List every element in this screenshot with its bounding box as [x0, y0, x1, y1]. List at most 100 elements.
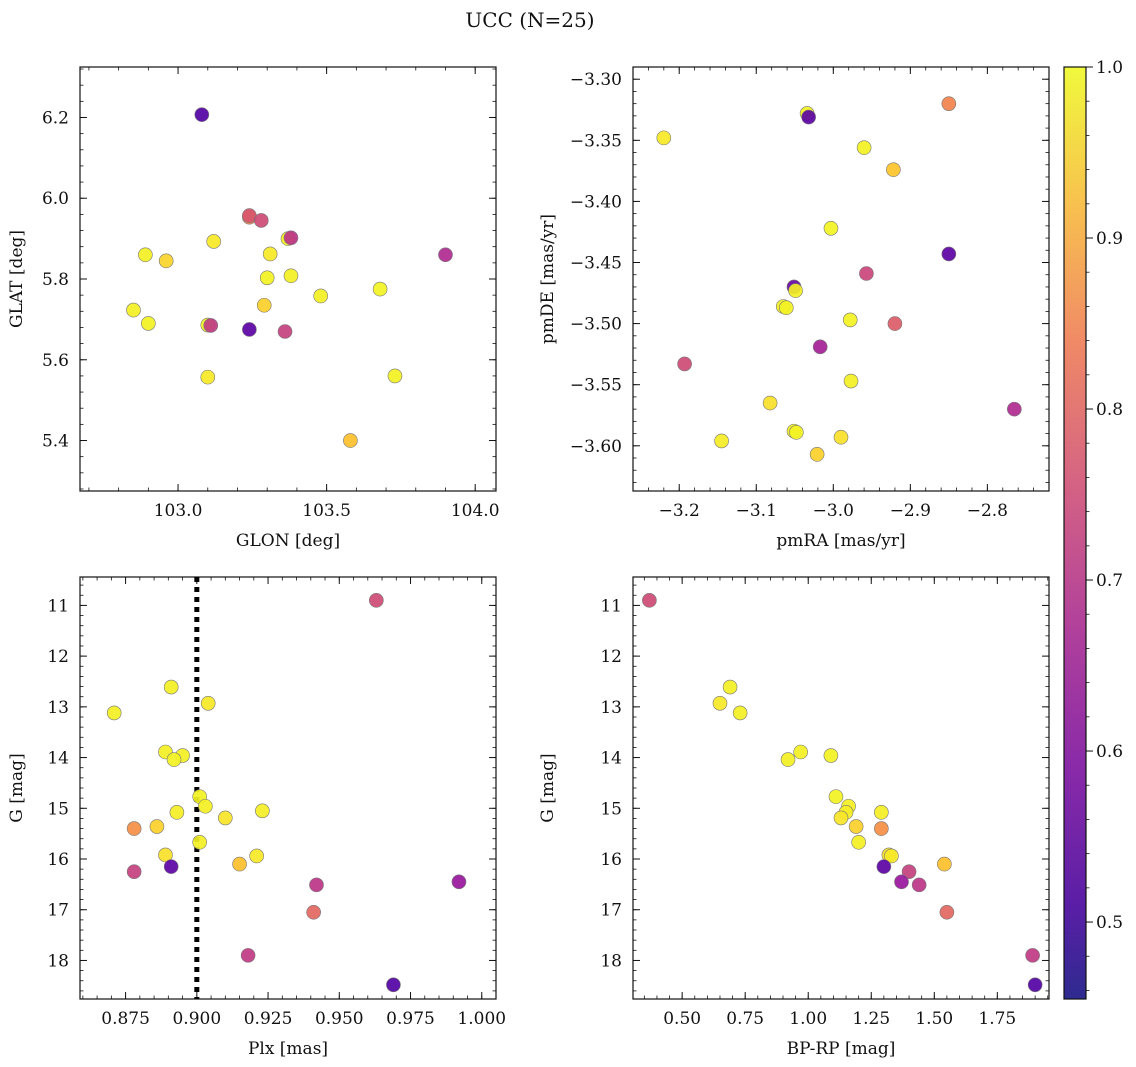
data-point — [249, 848, 264, 864]
data-point — [149, 819, 165, 834]
data-point — [200, 369, 216, 385]
y-tick-label: 6.2 — [42, 108, 69, 128]
y-tick-label: 13 — [47, 698, 69, 718]
data-point — [642, 593, 657, 608]
x-tick-label: 1.00 — [789, 1009, 827, 1029]
data-point — [194, 107, 210, 122]
colorbar-tick-label: 0.8 — [1096, 400, 1123, 420]
data-point — [283, 230, 299, 246]
colorbar: 0.5 0.6 0.7 0.8 0.9 1.0 — [1063, 58, 1123, 1000]
g-mag-axis-label: G [mag] — [7, 753, 27, 822]
data-point — [259, 270, 275, 286]
data-point — [833, 810, 849, 826]
x-tick-label: −2.9 — [890, 501, 931, 521]
y-tick-label: −3.40 — [570, 192, 622, 212]
data-point — [848, 819, 864, 834]
data-point — [788, 283, 803, 298]
y-tick-label: 5.6 — [42, 351, 69, 371]
data-point — [240, 948, 256, 963]
data-point — [242, 322, 257, 337]
data-point — [842, 312, 858, 328]
y-tick-label: −3.35 — [570, 131, 622, 151]
data-point — [851, 834, 866, 850]
plot-frame — [79, 576, 497, 1000]
data-point — [256, 297, 272, 313]
data-point — [309, 877, 324, 893]
plx-axis-label: Plx [mas] — [248, 1039, 328, 1059]
pmde-axis-label: pmDE [mas/yr] — [538, 214, 558, 344]
data-point — [656, 130, 672, 146]
colorbar-tick-label: 1.0 — [1096, 58, 1123, 78]
data-point — [937, 856, 952, 872]
data-point — [859, 266, 874, 281]
data-point — [106, 705, 122, 721]
data-point — [126, 864, 142, 879]
data-point — [823, 220, 839, 236]
y-tick-label: −3.30 — [570, 70, 622, 90]
data-point — [712, 695, 728, 711]
data-point — [714, 433, 729, 449]
data-point — [126, 302, 141, 318]
y-tick-label: −3.55 — [570, 376, 622, 396]
data-point — [277, 324, 293, 339]
x-tick-label: 103.0 — [154, 501, 203, 521]
y-tick-label: 17 — [47, 901, 69, 921]
data-point — [138, 247, 153, 263]
data-point — [262, 246, 278, 262]
panel-bprp-g: 0.50 0.75 1.00 1.25 1.50 1.75 11 12 13 14 15 16 17 18… — [538, 576, 1050, 1059]
y-tick-label: 11 — [47, 596, 69, 616]
data-point — [343, 433, 358, 448]
y-tick-label: 5.8 — [42, 270, 69, 290]
figure-title: UCC (N=25) — [465, 8, 594, 32]
data-point — [874, 805, 889, 820]
data-point — [141, 316, 156, 331]
y-tick-label: 6.0 — [42, 189, 69, 209]
y-tick-label: −3.45 — [570, 254, 622, 274]
data-point — [158, 847, 173, 863]
data-point — [886, 162, 901, 177]
data-point — [828, 789, 844, 804]
plot-frame — [632, 66, 1050, 492]
x-tick-label: 1.000 — [457, 1009, 506, 1029]
glon-axis-label: GLON [deg] — [236, 531, 340, 551]
y-tick-label: 12 — [600, 647, 622, 667]
data-point — [387, 368, 403, 384]
data-point — [451, 874, 467, 890]
panel-glon-glat: 103.0 103.5 104.0 5.4 5.6 5.8 6.0 6.2 GLON [deg]… — [7, 66, 500, 551]
x-tick-label: 103.5 — [302, 501, 351, 521]
y-tick-label: 15 — [47, 799, 69, 819]
x-tick-label: −2.8 — [967, 501, 1008, 521]
data-point — [192, 834, 207, 850]
x-tick-label: 0.975 — [386, 1009, 435, 1029]
y-tick-label: 11 — [600, 596, 622, 616]
colorbar-tick-label: 0.5 — [1096, 913, 1123, 933]
data-point — [200, 695, 216, 711]
data-point — [722, 679, 738, 695]
y-tick-label: 16 — [600, 850, 622, 870]
data-point — [901, 864, 917, 879]
y-tick-label: 18 — [47, 951, 69, 971]
data-point — [232, 856, 247, 872]
data-point — [894, 874, 909, 890]
data-point — [126, 821, 142, 836]
data-point — [732, 705, 748, 721]
data-point — [812, 339, 828, 355]
panel-plx-g: 0.875 0.900 0.925 0.950 0.975 1.000 11 12 13 14 15… — [7, 576, 506, 1059]
y-tick-label: 17 — [600, 901, 622, 921]
data-point — [856, 140, 872, 155]
data-point — [941, 96, 957, 111]
colorbar-gradient — [1063, 66, 1087, 1000]
data-point — [793, 744, 808, 760]
data-point — [255, 803, 270, 819]
data-point — [169, 805, 185, 820]
data-point — [163, 679, 179, 695]
data-point — [911, 877, 927, 893]
data-point — [843, 373, 859, 389]
colorbar-tick-label: 0.9 — [1096, 229, 1123, 249]
x-tick-label: 0.875 — [101, 1009, 150, 1029]
data-point — [372, 281, 388, 297]
data-point — [809, 447, 825, 462]
y-tick-label: −3.50 — [570, 315, 622, 335]
x-tick-label: 0.50 — [663, 1009, 701, 1029]
